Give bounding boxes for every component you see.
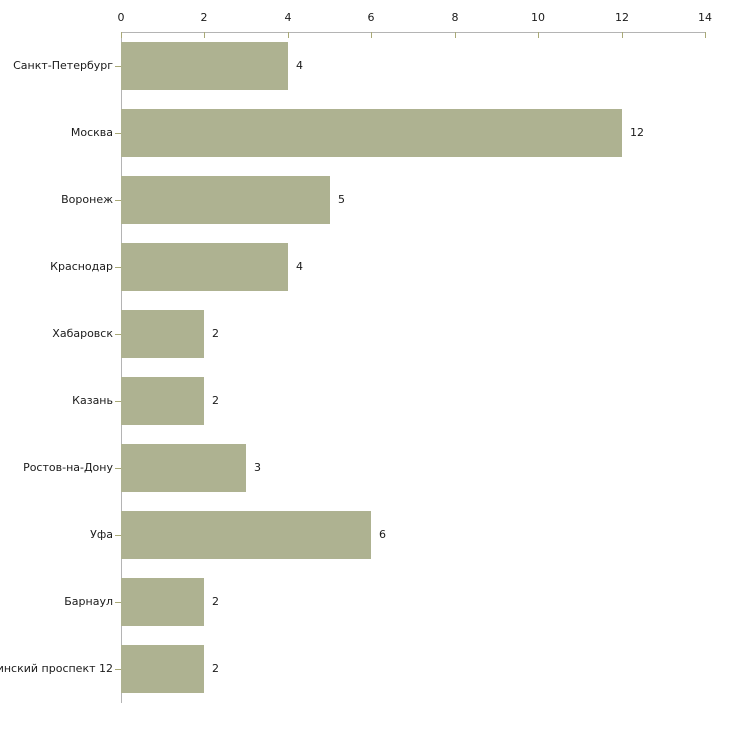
y-axis-line [121,32,122,703]
bar[interactable] [121,511,371,559]
bar[interactable] [121,444,246,492]
bar-value-label: 12 [630,126,644,139]
bar-value-label: 2 [212,394,219,407]
x-axis-tick [371,32,372,38]
x-axis-tick-label: 8 [451,11,459,24]
x-axis-tick-label: 6 [367,11,375,24]
bar[interactable] [121,243,288,291]
x-axis-line [121,32,705,33]
bar[interactable] [121,310,204,358]
y-axis-category-label: Ростов-на-Дону [23,461,113,474]
bar[interactable] [121,645,204,693]
bar-value-label: 5 [338,193,345,206]
y-axis-category-label: Уфа [90,528,113,541]
x-axis-tick-label: 14 [698,11,712,24]
bar[interactable] [121,42,288,90]
x-axis-tick-label: 10 [531,11,545,24]
y-axis-category-label: Воронеж [61,193,113,206]
x-axis-tick [121,32,122,38]
y-axis-tick [115,401,121,402]
bar-value-label: 4 [296,260,303,273]
bar-value-label: 6 [379,528,386,541]
bar-value-label: 2 [212,327,219,340]
y-axis-category-label: Краснодар [50,260,113,273]
y-axis-tick [115,334,121,335]
x-axis-tick [455,32,456,38]
x-axis-tick-label: 4 [284,11,292,24]
y-axis-tick [115,602,121,603]
bar-value-label: 2 [212,595,219,608]
bar-value-label: 2 [212,662,219,675]
bar-value-label: 4 [296,59,303,72]
y-axis-category-label: Москва [70,126,113,139]
x-axis-tick-label: 2 [200,11,208,24]
y-axis-tick [115,200,121,201]
y-axis-tick [115,535,121,536]
bar[interactable] [121,176,330,224]
bar[interactable] [121,578,204,626]
y-axis-category-label: кинский проспект 12 [0,662,113,675]
x-axis-tick [705,32,706,38]
y-axis-tick [115,133,121,134]
y-axis-category-label: Санкт-Петербург [13,59,113,72]
x-axis-tick [622,32,623,38]
y-axis-tick [115,66,121,67]
y-axis-category-label: Барнаул [64,595,113,608]
y-axis-category-label: Казань [72,394,113,407]
x-axis-tick-label: 0 [117,11,125,24]
bar-value-label: 3 [254,461,261,474]
y-axis-tick [115,669,121,670]
bar[interactable] [121,377,204,425]
bar[interactable] [121,109,622,157]
x-axis-tick-label: 12 [615,11,629,24]
y-axis-tick [115,267,121,268]
x-axis-tick [288,32,289,38]
x-axis-tick [538,32,539,38]
y-axis-category-label: Хабаровск [52,327,113,340]
y-axis-tick [115,468,121,469]
x-axis-tick [204,32,205,38]
